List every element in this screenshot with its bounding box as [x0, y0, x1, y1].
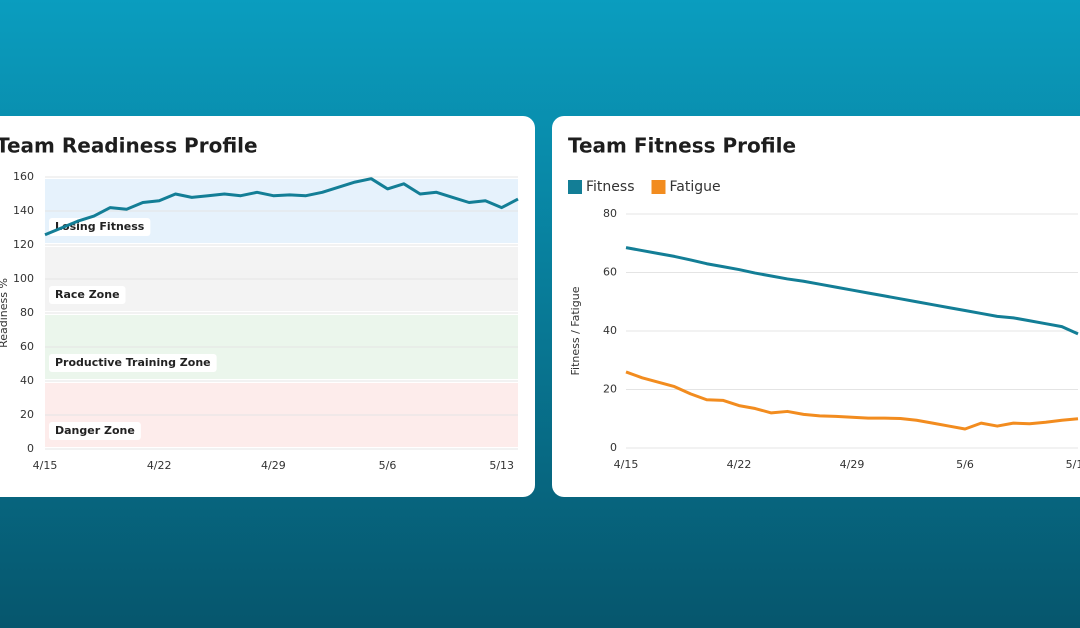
- x-tick-label: 5/13: [1066, 458, 1080, 471]
- x-tick-label: 5/13: [489, 459, 514, 472]
- y-tick-label: 40: [603, 324, 617, 337]
- x-tick-label: 4/15: [614, 458, 639, 471]
- zone-label: Productive Training Zone: [55, 356, 211, 369]
- chart-title: Team Readiness Profile: [0, 134, 258, 158]
- x-tick-label: 4/15: [33, 459, 58, 472]
- y-axis-label: Readiness %: [0, 278, 10, 348]
- y-tick-label: 20: [20, 408, 34, 421]
- legend-swatch: [568, 180, 582, 194]
- y-tick-label: 100: [13, 272, 34, 285]
- card: [552, 116, 1080, 497]
- y-tick-label: 20: [603, 383, 617, 396]
- x-tick-label: 4/22: [147, 459, 172, 472]
- y-tick-label: 60: [20, 340, 34, 353]
- chart-title: Team Fitness Profile: [568, 134, 796, 158]
- x-tick-label: 5/6: [379, 459, 397, 472]
- series-line: [44, 177, 519, 237]
- zone-label: Losing Fitness: [55, 220, 145, 233]
- x-tick-label: 4/29: [261, 459, 286, 472]
- zone-label: Race Zone: [55, 288, 120, 301]
- y-tick-label: 160: [13, 170, 34, 183]
- y-tick-label: 120: [13, 238, 34, 251]
- y-tick-label: 0: [610, 441, 617, 454]
- zone-label: Danger Zone: [55, 424, 135, 437]
- x-tick-label: 4/22: [727, 458, 752, 471]
- legend-label: Fitness: [586, 179, 635, 195]
- y-tick-label: 140: [13, 204, 34, 217]
- y-tick-label: 0: [27, 442, 34, 455]
- x-tick-label: 4/29: [840, 458, 865, 471]
- y-tick-label: 60: [603, 266, 617, 279]
- y-tick-label: 80: [603, 207, 617, 220]
- zone-label-bg: [49, 354, 217, 372]
- x-tick-label: 5/6: [956, 458, 974, 471]
- y-axis-label: Fitness / Fatigue: [569, 286, 582, 375]
- y-tick-label: 80: [20, 306, 34, 319]
- zone-label-bg: [49, 422, 141, 440]
- zone-label-bg: [49, 286, 126, 304]
- legend-label: Fatigue: [670, 179, 721, 195]
- y-tick-label: 40: [20, 374, 34, 387]
- series-line: [625, 246, 1079, 336]
- series-line: [625, 370, 1079, 431]
- legend-swatch: [651, 180, 666, 194]
